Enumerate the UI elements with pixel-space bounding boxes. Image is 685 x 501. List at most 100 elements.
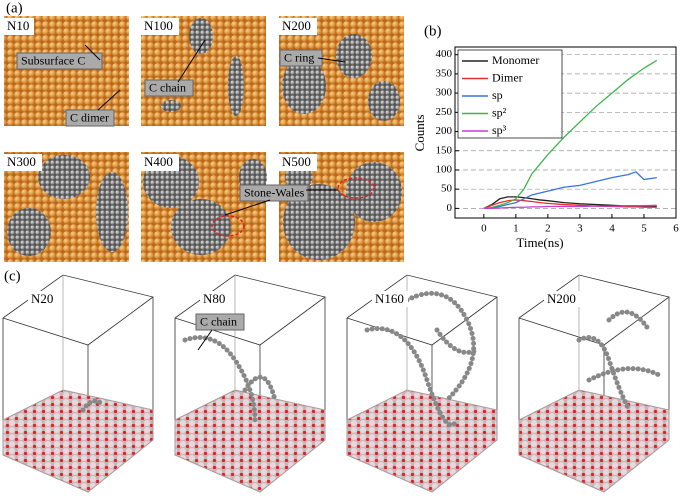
x-tick-label: 4 xyxy=(609,223,615,235)
carbon-patch xyxy=(283,184,355,260)
carbon-chain xyxy=(576,335,632,413)
tile-label: N200 xyxy=(282,18,311,33)
y-tick-label: 400 xyxy=(436,48,453,60)
callout-box xyxy=(65,109,115,127)
tile-label-box xyxy=(279,18,317,35)
substrate-slab xyxy=(174,389,326,493)
panel-c: (c) N20 N80 N160 N200 C chain xyxy=(2,268,670,493)
callout-arrow xyxy=(224,199,271,216)
legend-label: sp³ xyxy=(492,123,507,137)
y-tick-label: 150 xyxy=(436,144,453,156)
carbon-patch xyxy=(161,100,181,112)
panel-label: (a) xyxy=(6,0,23,16)
tile-label: N400 xyxy=(144,154,173,169)
carbon-patch xyxy=(96,172,128,252)
legend-label: sp xyxy=(492,88,503,102)
x-tick-label: 2 xyxy=(545,223,551,235)
carbon-chain xyxy=(434,327,480,355)
panel-a: (a) N10 N100 N200 N300 N400 N500 Subsurface C C… xyxy=(4,0,404,262)
box-edge xyxy=(346,274,498,450)
y-tick-label: 250 xyxy=(436,106,453,118)
callout-arrow xyxy=(177,39,206,83)
panel-label: (c) xyxy=(4,268,21,284)
tile-label-box xyxy=(4,18,34,35)
carbon-chain xyxy=(606,309,652,333)
callout-box xyxy=(195,313,245,331)
carbon-chain xyxy=(80,398,106,413)
box-edge xyxy=(518,274,670,450)
legend-label: Monomer xyxy=(492,53,539,67)
tile-label: N100 xyxy=(144,18,173,33)
x-axis-label: Time(ns) xyxy=(516,235,563,250)
carbon-chain xyxy=(182,335,258,423)
legend-label: Dimer xyxy=(492,70,523,84)
tile-label-box xyxy=(4,154,42,171)
x-tick-label: 3 xyxy=(577,223,583,235)
substrate-slab xyxy=(2,389,154,493)
carbon-patch xyxy=(228,56,244,116)
panel-b: (b) Time(ns) Counts 05010015020025030035… xyxy=(412,23,679,250)
carbon-patch xyxy=(38,155,90,199)
series-line xyxy=(483,199,657,209)
box-label-box xyxy=(544,291,580,307)
substrate-slab xyxy=(346,389,498,493)
carbon-chain xyxy=(242,374,278,403)
series-line xyxy=(483,204,657,210)
carbon-patch xyxy=(368,81,400,121)
box-label: N20 xyxy=(31,291,53,306)
callout-box xyxy=(279,49,323,67)
y-tick-label: 100 xyxy=(436,163,453,175)
y-axis-label: Counts xyxy=(412,115,427,152)
plot-frame xyxy=(454,46,677,219)
carbon-patch xyxy=(336,34,372,78)
box-label: N80 xyxy=(203,291,225,306)
y-tick-label: 50 xyxy=(441,183,453,195)
carbon-patch xyxy=(346,162,402,222)
callout-text: C chain xyxy=(149,80,186,94)
carbon-patch xyxy=(189,18,213,54)
x-tick-label: 6 xyxy=(673,223,679,235)
box-label: N160 xyxy=(375,291,404,306)
y-tick-label: 350 xyxy=(436,67,453,79)
carbon-chain xyxy=(586,366,662,383)
callout-box xyxy=(239,184,309,202)
carbon-patch xyxy=(171,199,231,255)
box-label-box xyxy=(372,291,408,307)
callout-arrow xyxy=(84,44,101,61)
series-line xyxy=(483,171,657,210)
tile-label: N10 xyxy=(7,18,29,33)
box-label-box xyxy=(200,291,228,307)
box-edge xyxy=(2,274,154,450)
series-line xyxy=(483,59,658,210)
y-tick-label: 0 xyxy=(447,202,453,214)
highlight xyxy=(211,215,245,237)
y-tick-label: 200 xyxy=(436,125,453,137)
callout-text: Subsurface C xyxy=(21,53,85,67)
tile-label-box xyxy=(141,18,179,35)
callout-text: C ring xyxy=(284,50,314,64)
callout-text: C dimer xyxy=(70,110,109,124)
box-label-box xyxy=(28,291,56,307)
callout-text: Stone-Wales xyxy=(244,185,305,199)
substrate-slab xyxy=(518,389,670,493)
callout-text: C chain xyxy=(200,314,237,328)
highlight xyxy=(337,177,375,199)
carbon-chain xyxy=(404,290,477,403)
x-tick-label: 1 xyxy=(513,223,519,235)
callout-arrow xyxy=(317,57,346,63)
carbon-chain xyxy=(364,326,460,428)
legend-label: sp² xyxy=(492,105,507,119)
x-tick-label: 0 xyxy=(481,223,487,235)
carbon-patch xyxy=(282,58,326,114)
callout-arrow xyxy=(197,329,213,351)
callout-arrow xyxy=(97,89,121,111)
tile-label-box xyxy=(141,154,179,171)
callout-box xyxy=(16,52,103,70)
carbon-patch xyxy=(7,208,51,256)
legend-box xyxy=(457,49,563,139)
box-edge xyxy=(174,274,326,450)
tile-label: N500 xyxy=(282,154,311,169)
tile-label-box xyxy=(279,154,317,171)
panel-label: (b) xyxy=(424,23,442,39)
